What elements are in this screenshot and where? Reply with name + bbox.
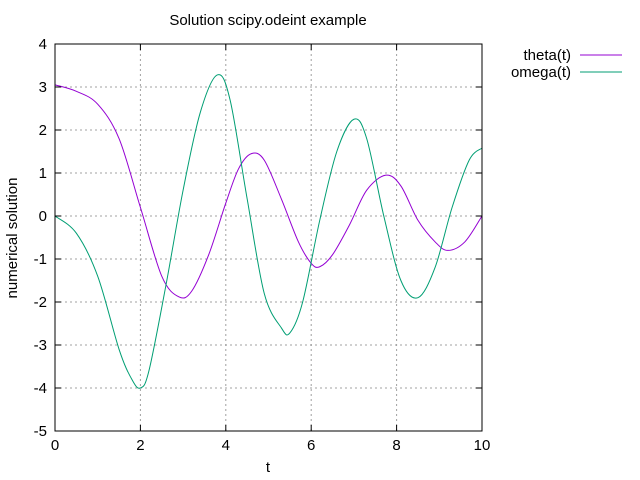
series-line-theta bbox=[54, 84, 483, 299]
y-tick-label: 0 bbox=[39, 208, 47, 225]
x-tick-label: 4 bbox=[222, 437, 230, 454]
x-tick-label: 6 bbox=[307, 437, 315, 454]
y-tick-label: 1 bbox=[39, 165, 47, 182]
y-tick-label: -4 bbox=[34, 380, 47, 397]
x-axis-label: t bbox=[266, 459, 271, 476]
x-tick-label: 2 bbox=[136, 437, 144, 454]
y-tick-label: 4 bbox=[39, 36, 47, 53]
chart-title: Solution scipy.odeint example bbox=[169, 12, 366, 29]
y-tick-label: 2 bbox=[39, 122, 47, 139]
legend-label-theta: theta(t) bbox=[523, 47, 571, 64]
y-tick-label: -3 bbox=[34, 337, 47, 354]
y-tick-label: -1 bbox=[34, 251, 47, 268]
axis-ticks: 0 2 4 6 8 10 -5 -4 -3 -2 -1 0 1 2 3 4 bbox=[34, 36, 491, 454]
y-tick-label: 3 bbox=[39, 79, 47, 96]
y-tick-label: -2 bbox=[34, 294, 47, 311]
plot-series bbox=[54, 74, 483, 389]
legend-label-omega: omega(t) bbox=[511, 64, 571, 81]
series-line-omega bbox=[54, 74, 483, 389]
y-tick-label: -5 bbox=[34, 423, 47, 440]
plot-frame bbox=[54, 43, 483, 432]
x-tick-label: 10 bbox=[474, 437, 491, 454]
x-tick-label: 8 bbox=[392, 437, 400, 454]
grid bbox=[55, 44, 482, 431]
y-axis-label: numerical solution bbox=[4, 178, 21, 299]
legend: theta(t)omega(t) bbox=[511, 47, 622, 81]
x-tick-label: 0 bbox=[51, 437, 59, 454]
